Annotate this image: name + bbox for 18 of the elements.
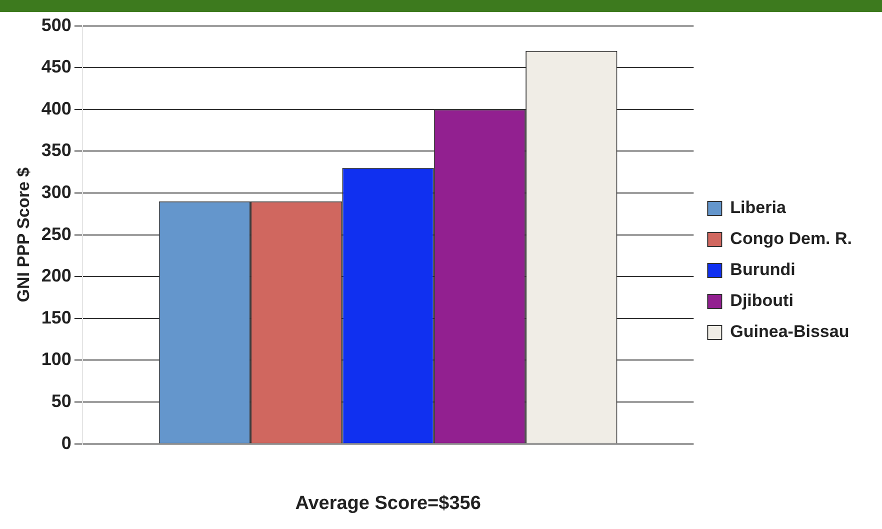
y-tick-label: 150 [41, 307, 72, 328]
y-tick-label: 450 [41, 56, 72, 77]
legend-label: Liberia [730, 198, 786, 218]
y-tick-label: 0 [61, 432, 72, 453]
y-tick-label: 250 [41, 224, 72, 244]
x-axis-title: Average Score=$356 [295, 492, 481, 514]
y-axis-title: GNI PPP Score $ [14, 166, 33, 302]
y-tick-label: 200 [41, 266, 72, 286]
y-tick-label: 400 [41, 98, 72, 118]
y-tick-label: 50 [51, 390, 72, 411]
legend-label: Congo Dem. R. [730, 229, 852, 248]
y-tick-label: 100 [41, 349, 72, 370]
y-tick-label: 300 [41, 182, 72, 202]
legend-label: Djibouti [730, 291, 794, 310]
legend-label: Burundi [730, 260, 796, 280]
y-tick-label: 350 [41, 140, 72, 160]
legend-label: Guinea-Bissau [730, 322, 850, 342]
y-tick-label: 500 [41, 14, 72, 35]
